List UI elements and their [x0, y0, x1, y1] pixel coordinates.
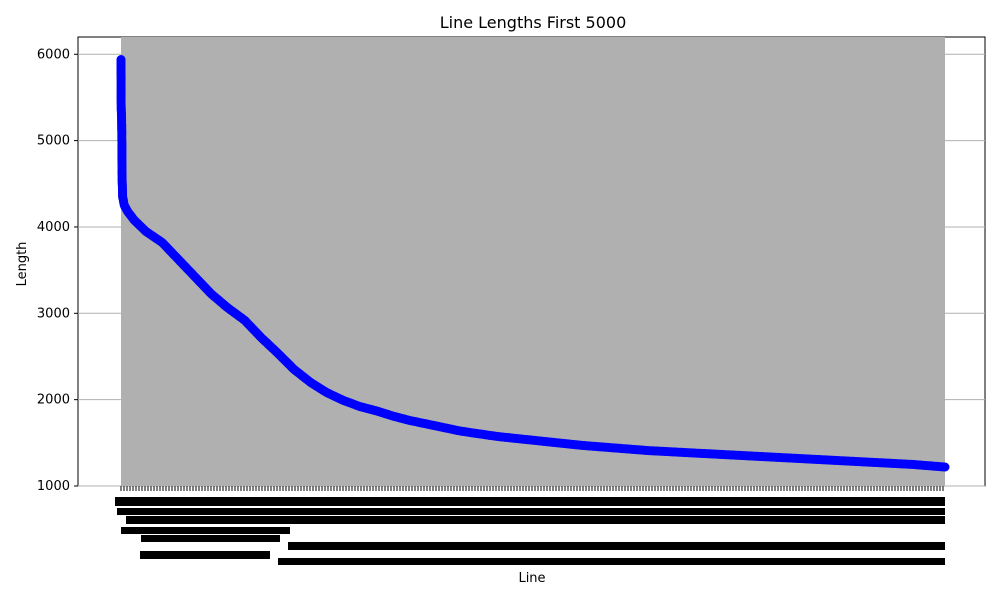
y-axis-label: Length	[15, 242, 30, 287]
chart-title: Line Lengths First 5000	[440, 13, 627, 32]
y-tick-label: 6000	[37, 47, 70, 62]
series-group	[116, 55, 950, 472]
x-tick-label	[121, 527, 290, 534]
y-tick-label: 4000	[37, 220, 70, 235]
x-axis-ticks	[115, 486, 945, 565]
y-tick-label: 1000	[37, 479, 70, 494]
x-tick-label	[288, 542, 945, 550]
y-tick-label: 3000	[37, 306, 70, 321]
plot-background-band	[121, 37, 945, 486]
y-tick-label: 2000	[37, 393, 70, 408]
x-tick-label	[141, 535, 280, 542]
x-axis-label: Line	[518, 571, 545, 586]
x-tick-label	[278, 558, 945, 565]
x-tick-label	[140, 551, 270, 559]
y-tick-label: 5000	[37, 134, 70, 149]
x-tick-label	[115, 497, 945, 506]
x-tick-label	[126, 516, 945, 524]
y-axis-ticks: 1000 2000 3000 4000 5000 6000	[37, 47, 78, 494]
data-point	[940, 462, 950, 472]
x-tick-label	[117, 508, 945, 515]
